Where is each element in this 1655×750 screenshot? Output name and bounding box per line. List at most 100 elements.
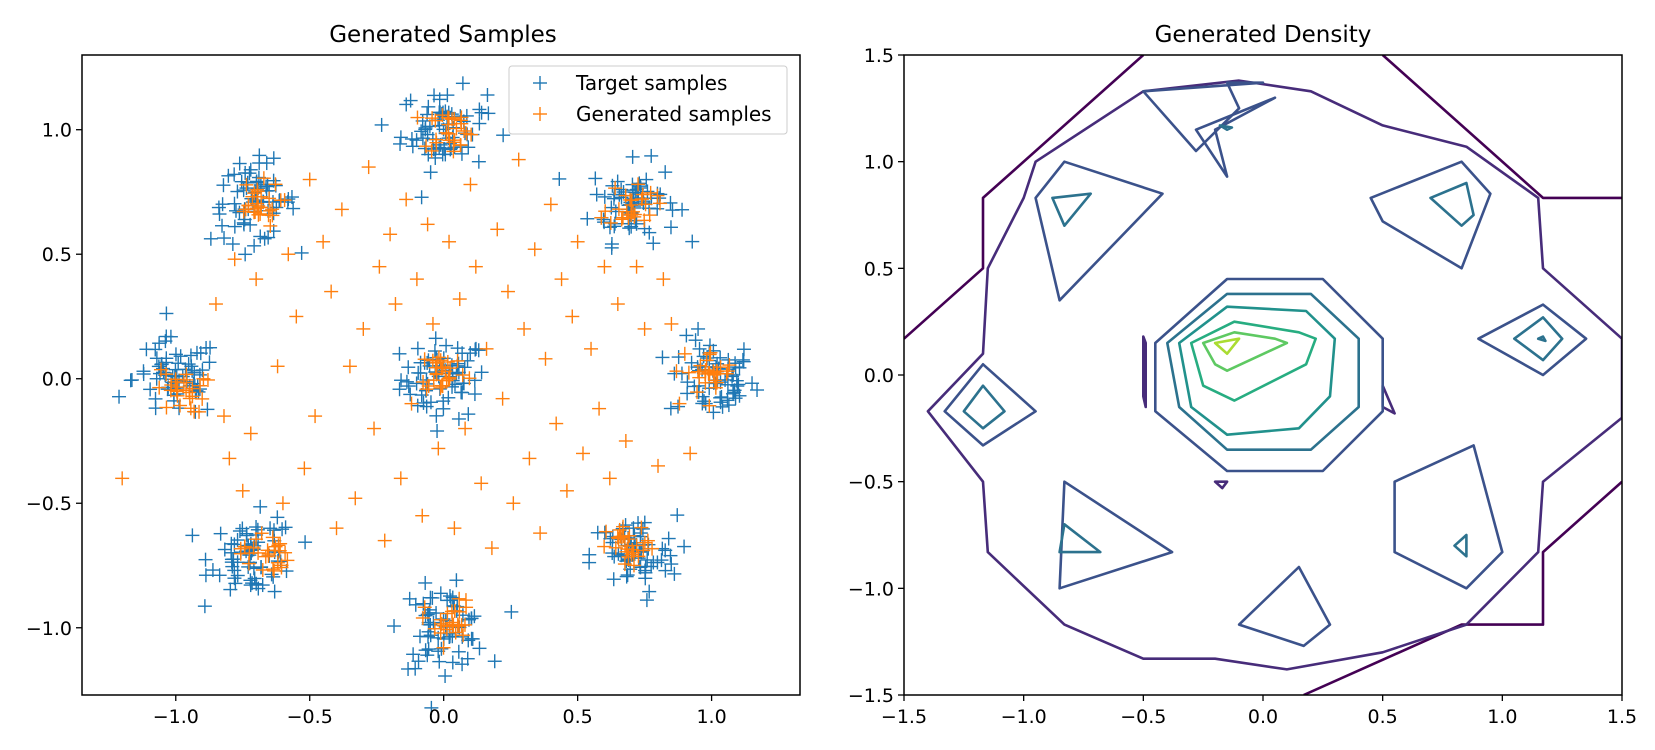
scatter-point — [199, 340, 214, 355]
scatter-point — [597, 259, 612, 274]
scatter-point — [226, 552, 241, 567]
scatter-point — [575, 446, 590, 461]
scatter-point — [215, 218, 230, 233]
scatter-point — [249, 520, 264, 535]
scatter-point — [254, 200, 269, 215]
scatter-point — [440, 88, 455, 103]
scatter-point — [416, 596, 431, 611]
scatter-point — [237, 539, 252, 554]
x-tick-label: 0.0 — [1248, 706, 1278, 728]
scatter-point — [431, 441, 446, 456]
contour-line-level-4 — [1218, 124, 1234, 131]
scatter-point — [253, 499, 268, 514]
scatter-point — [238, 165, 253, 180]
scatter-point — [139, 342, 154, 357]
scatter-point — [655, 350, 670, 365]
scatter-point — [680, 386, 695, 401]
scatter-point — [465, 631, 480, 646]
scatter-point — [270, 359, 285, 374]
contour-line-level-4 — [1051, 192, 1092, 227]
scatter-panel: Generated Samples −1.0 −0.5 0.0 0.5 1.0 −1.0… — [26, 22, 801, 728]
scatter-point — [241, 556, 256, 571]
scatter-point — [361, 160, 376, 175]
scatter-point — [238, 247, 253, 262]
scatter-point — [720, 364, 735, 379]
scatter-point — [427, 88, 442, 103]
scatter-point — [455, 76, 470, 91]
scatter-point — [403, 387, 418, 402]
scatter-point — [399, 192, 414, 207]
scatter-point — [667, 566, 682, 581]
scatter-point — [438, 104, 453, 119]
scatter-point — [607, 549, 622, 564]
scatter-point — [594, 210, 609, 225]
scatter-point — [472, 116, 487, 131]
scatter-point — [169, 368, 184, 383]
scatter-point — [227, 252, 242, 267]
scatter-point — [624, 208, 639, 223]
scatter-point — [450, 353, 465, 368]
scatter-point — [645, 541, 660, 556]
scatter-point — [432, 92, 447, 107]
contour-line-level-4 — [1429, 181, 1475, 227]
scatter-point — [472, 641, 487, 656]
scatter-point — [267, 563, 282, 578]
scatter-point — [625, 149, 640, 164]
scatter-point — [425, 316, 440, 331]
scatter-point — [691, 321, 706, 336]
scatter-point — [149, 371, 164, 386]
scatter-point — [440, 606, 455, 621]
contour-line-level-5 — [1177, 305, 1337, 436]
scatter-point — [265, 208, 280, 223]
scatter-point — [439, 338, 454, 353]
scatter-point — [642, 225, 657, 240]
scatter-point — [143, 382, 158, 397]
scatter-axes-frame — [81, 54, 801, 696]
scatter-point — [408, 597, 423, 612]
scatter-point — [254, 526, 269, 541]
scatter-point — [432, 105, 447, 120]
scatter-point — [479, 341, 494, 356]
scatter-point — [731, 377, 746, 392]
scatter-point — [672, 396, 687, 411]
scatter-point — [639, 172, 654, 187]
scatter-point — [253, 206, 268, 221]
scatter-point — [713, 390, 728, 405]
scatter-point — [393, 471, 408, 486]
scatter-point — [445, 655, 460, 670]
scatter-point — [414, 190, 429, 205]
contour-line-level-3 — [1393, 444, 1504, 590]
x-tick-label: 0.5 — [563, 706, 593, 728]
scatter-point — [442, 589, 457, 604]
scatter-point — [182, 385, 197, 400]
scatter-point — [393, 136, 408, 151]
contour-line-level-2 — [1381, 384, 1396, 415]
scatter-point — [433, 586, 448, 601]
scatter-point — [467, 373, 482, 388]
contour-line-level-3 — [1194, 96, 1277, 178]
scatter-point — [281, 192, 296, 207]
scatter-point — [693, 358, 708, 373]
scatter-point — [216, 178, 231, 193]
scatter-point — [252, 156, 267, 171]
scatter-point — [622, 221, 637, 236]
scatter-point — [294, 245, 309, 260]
scatter-point — [451, 411, 466, 426]
scatter-point — [424, 143, 439, 158]
contour-line-level-4 — [1166, 292, 1360, 451]
scatter-point — [421, 147, 436, 162]
scatter-point — [614, 212, 629, 227]
scatter-point — [410, 341, 425, 356]
scatter-point — [316, 234, 331, 249]
scatter-point — [281, 247, 296, 262]
scatter-point — [707, 373, 722, 388]
scatter-point — [200, 402, 215, 417]
scatter-point — [356, 321, 371, 336]
scatter-point — [236, 217, 251, 232]
scatter-point — [451, 356, 466, 371]
scatter-point — [621, 211, 636, 226]
scatter-point — [173, 349, 188, 364]
y-tick-label: −1.0 — [26, 618, 72, 640]
scatter-point — [202, 355, 217, 370]
scatter-point — [247, 186, 262, 201]
